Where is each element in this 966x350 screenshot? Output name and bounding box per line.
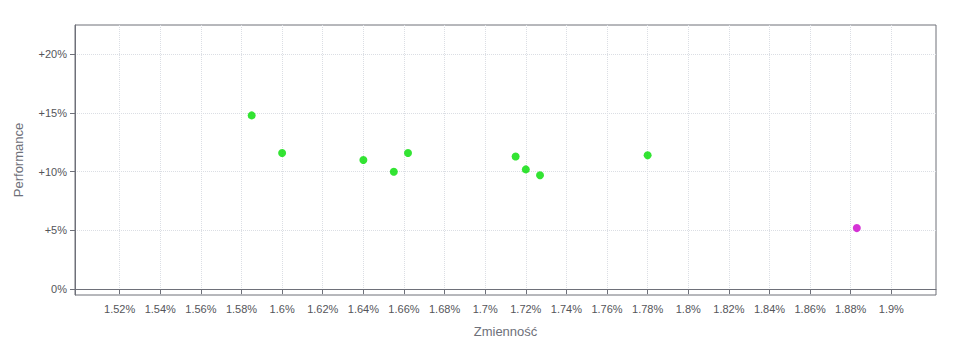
- svg-text:1.74%: 1.74%: [551, 303, 582, 315]
- svg-text:1.68%: 1.68%: [429, 303, 460, 315]
- svg-text:1.8%: 1.8%: [676, 303, 701, 315]
- svg-text:1.86%: 1.86%: [794, 303, 825, 315]
- svg-text:1.7%: 1.7%: [473, 303, 498, 315]
- svg-text:1.56%: 1.56%: [185, 303, 216, 315]
- svg-text:1.54%: 1.54%: [145, 303, 176, 315]
- svg-text:1.6%: 1.6%: [270, 303, 295, 315]
- svg-text:1.62%: 1.62%: [307, 303, 338, 315]
- svg-text:1.72%: 1.72%: [510, 303, 541, 315]
- svg-text:1.84%: 1.84%: [754, 303, 785, 315]
- svg-text:+20%: +20%: [39, 48, 68, 60]
- svg-text:1.52%: 1.52%: [104, 303, 135, 315]
- svg-text:1.58%: 1.58%: [226, 303, 257, 315]
- svg-text:+15%: +15%: [39, 107, 68, 119]
- svg-text:1.78%: 1.78%: [632, 303, 663, 315]
- svg-text:1.64%: 1.64%: [348, 303, 379, 315]
- svg-text:Zmienność: Zmienność: [474, 324, 538, 339]
- svg-text:+5%: +5%: [45, 224, 68, 236]
- svg-text:Performance: Performance: [11, 123, 26, 197]
- svg-text:0%: 0%: [51, 283, 67, 295]
- svg-text:+10%: +10%: [39, 166, 68, 178]
- svg-text:1.9%: 1.9%: [879, 303, 904, 315]
- svg-text:1.76%: 1.76%: [591, 303, 622, 315]
- svg-text:1.66%: 1.66%: [388, 303, 419, 315]
- svg-text:1.88%: 1.88%: [835, 303, 866, 315]
- svg-text:1.82%: 1.82%: [713, 303, 744, 315]
